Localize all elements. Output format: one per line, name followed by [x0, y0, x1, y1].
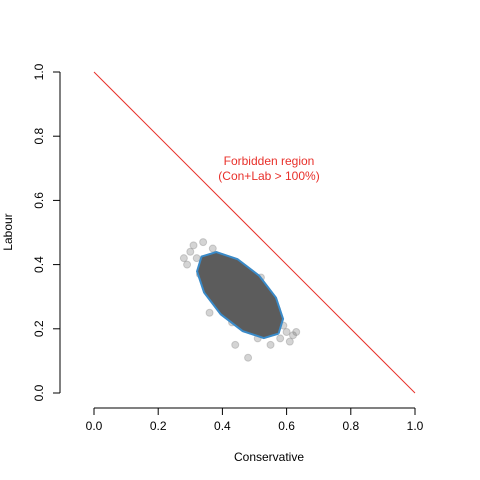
contour — [195, 251, 285, 340]
point — [266, 340, 275, 349]
y-axis-label: Labour — [1, 213, 15, 250]
point — [186, 247, 195, 256]
x-tick-label: 0.6 — [278, 419, 295, 433]
point — [189, 241, 198, 250]
point — [292, 328, 301, 337]
x-tick-label: 0.4 — [214, 419, 231, 433]
y-tick-label: 0.0 — [32, 384, 46, 401]
point — [199, 238, 208, 247]
y-tick-label: 1.0 — [32, 63, 46, 80]
line — [93, 71, 416, 394]
x-axis-label: Conservative — [234, 450, 304, 464]
y-tick-label: 0.6 — [32, 192, 46, 209]
y-tick-label: 0.2 — [32, 320, 46, 337]
point — [244, 353, 253, 362]
y-tick-label: 0.4 — [32, 256, 46, 273]
x-tick-label: 0.2 — [150, 419, 167, 433]
point — [289, 331, 298, 340]
point — [192, 254, 201, 263]
point — [276, 334, 285, 343]
point — [231, 340, 240, 349]
point — [179, 254, 188, 263]
point — [183, 260, 192, 269]
x-tick-label: 0.0 — [86, 419, 103, 433]
annotation: (Con+Lab > 100%) — [218, 169, 319, 183]
annotation: Forbidden region — [224, 154, 315, 168]
point — [208, 244, 217, 253]
x-tick-label: 0.8 — [342, 419, 359, 433]
point — [205, 308, 214, 317]
point — [285, 337, 294, 346]
x-tick-label: 1.0 — [407, 419, 424, 433]
y-tick-label: 0.8 — [32, 128, 46, 145]
point — [282, 328, 291, 337]
